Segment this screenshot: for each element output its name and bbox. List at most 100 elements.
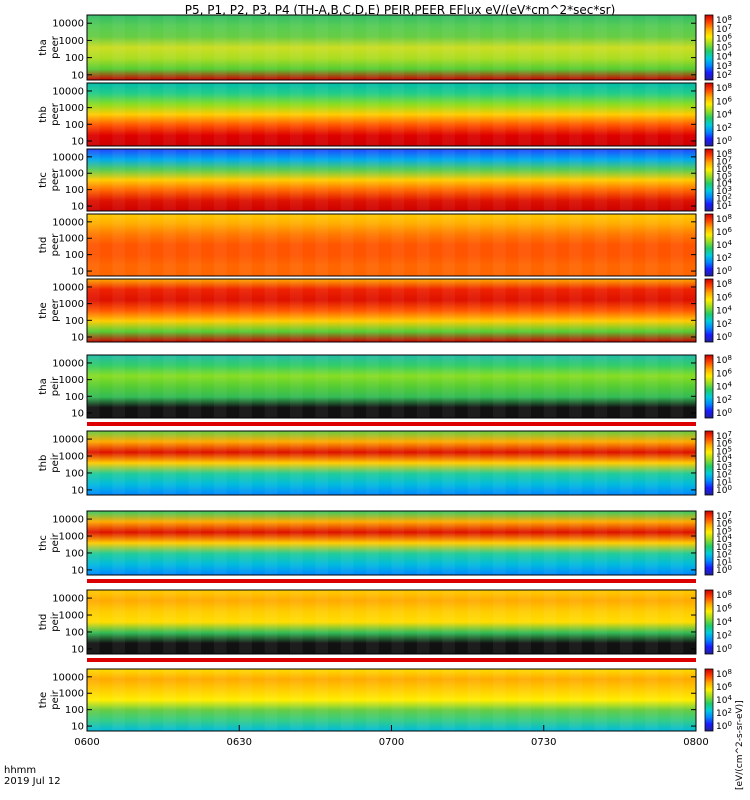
texture-stripe: [569, 149, 582, 211]
texture-stripe: [543, 149, 557, 211]
colorbar-tick-label: 102: [716, 69, 732, 81]
x-axis-label-date: 2019 Jul 12: [4, 776, 61, 787]
texture-stripe: [467, 669, 481, 731]
texture-stripe: [391, 149, 405, 211]
texture-stripe: [493, 149, 506, 211]
colorbar-tick-label: 101: [716, 476, 732, 488]
texture-stripe: [163, 355, 176, 418]
y-tick-label: 100: [65, 627, 84, 638]
x-tick-label: 0730: [531, 737, 556, 748]
texture-stripe: [137, 511, 151, 575]
texture-stripe: [467, 214, 481, 276]
texture-stripe: [391, 511, 405, 575]
colorbar-thd-peir: [704, 589, 714, 655]
texture-stripe: [340, 355, 354, 418]
colorbar-tick-label: 108: [716, 82, 732, 94]
y-tick-label: 10000: [52, 19, 84, 30]
texture-stripe: [188, 15, 202, 80]
colorbar-tick-label: 104: [716, 305, 732, 317]
x-axis: 0600 0630 0700 0730 0800: [74, 725, 709, 748]
texture-stripe: [594, 279, 608, 342]
texture-stripe: [366, 355, 379, 418]
texture-stripe: [239, 511, 252, 575]
colorbar-tick-label: 104: [716, 109, 732, 121]
y-tick-label: 1000: [59, 103, 84, 114]
texture-stripe: [340, 83, 354, 146]
texture-stripe: [366, 590, 379, 654]
panel-probe-label: thb: [38, 106, 49, 123]
texture-stripe: [391, 15, 405, 80]
texture-stripe: [416, 15, 430, 80]
texture-stripe: [112, 83, 126, 146]
colorbar-tha-peir: [704, 354, 714, 419]
y-tick-label: 10: [71, 267, 84, 278]
texture-stripe: [493, 669, 506, 731]
texture-stripe: [569, 590, 582, 654]
texture-stripe: [391, 669, 405, 731]
colorbar-tick-label: 102: [716, 252, 732, 264]
colorbar-units-label: [eV/(cm^2-s-sr-eV)]: [735, 700, 745, 790]
texture-stripe: [416, 83, 430, 146]
texture-stripe: [366, 83, 379, 146]
colorbar-tick-label: 103: [716, 461, 732, 473]
texture-stripe: [518, 590, 532, 654]
texture-stripe: [442, 149, 455, 211]
texture-stripe: [112, 431, 126, 495]
texture-stripe: [112, 511, 126, 575]
texture-stripe: [290, 511, 303, 575]
texture-stripe: [239, 279, 252, 342]
texture-stripe: [543, 214, 557, 276]
spectrogram-the-peir: [87, 669, 696, 731]
texture-stripe: [290, 669, 303, 731]
texture-stripe: [112, 669, 126, 731]
texture-stripe: [670, 83, 684, 146]
panel-instrument-label: peer: [50, 298, 61, 322]
panel-separator-strip: [87, 422, 696, 426]
y-tick-label: 10000: [52, 358, 84, 369]
colorbar-thd-peer: [704, 213, 714, 277]
texture-stripe: [391, 214, 405, 276]
panel-instrument-label: peir: [50, 611, 61, 631]
colorbar-tick-label: 106: [716, 681, 732, 693]
texture-stripe: [315, 590, 329, 654]
texture-stripe: [493, 355, 506, 418]
texture-stripe: [569, 355, 582, 418]
texture-stripe: [239, 355, 252, 418]
colorbar-tick-label: 100: [716, 564, 732, 576]
texture-stripe: [366, 214, 379, 276]
panel-instrument-label: peer: [50, 233, 61, 257]
texture-stripe: [518, 355, 532, 418]
y-tick-label: 100: [65, 468, 84, 479]
texture-stripe: [213, 590, 227, 654]
texture-stripe: [163, 511, 176, 575]
colorbar-tick-label: 102: [716, 469, 732, 481]
colorbar-tick-label: 104: [716, 239, 732, 251]
texture-stripe: [87, 149, 100, 211]
colorbar-tick-label: 104: [716, 533, 732, 545]
texture-stripe: [366, 15, 379, 80]
colorbar-tick-label: 100: [716, 484, 732, 496]
texture-stripe: [239, 431, 252, 495]
spectrogram-thb-peer: [87, 83, 696, 146]
texture-stripe: [188, 511, 202, 575]
texture-stripe: [264, 431, 278, 495]
y-tick-label: 10: [71, 136, 84, 147]
texture-stripe: [112, 279, 126, 342]
colorbar-tick-label: 106: [716, 518, 732, 530]
texture-stripe: [188, 214, 202, 276]
texture-stripe: [594, 15, 608, 80]
x-tick-label: 0700: [379, 737, 404, 748]
texture-stripe: [467, 279, 481, 342]
texture-stripe: [670, 431, 684, 495]
colorbar-tick-label: 103: [716, 60, 732, 72]
texture-stripe: [340, 431, 354, 495]
panel-instrument-label: peir: [50, 689, 61, 709]
colorbar-tick-label: 106: [716, 226, 732, 238]
texture-stripe: [594, 214, 608, 276]
texture-stripe: [315, 15, 329, 80]
texture-stripe: [670, 669, 684, 731]
texture-stripe: [315, 355, 329, 418]
panel-frame: [86, 278, 697, 343]
